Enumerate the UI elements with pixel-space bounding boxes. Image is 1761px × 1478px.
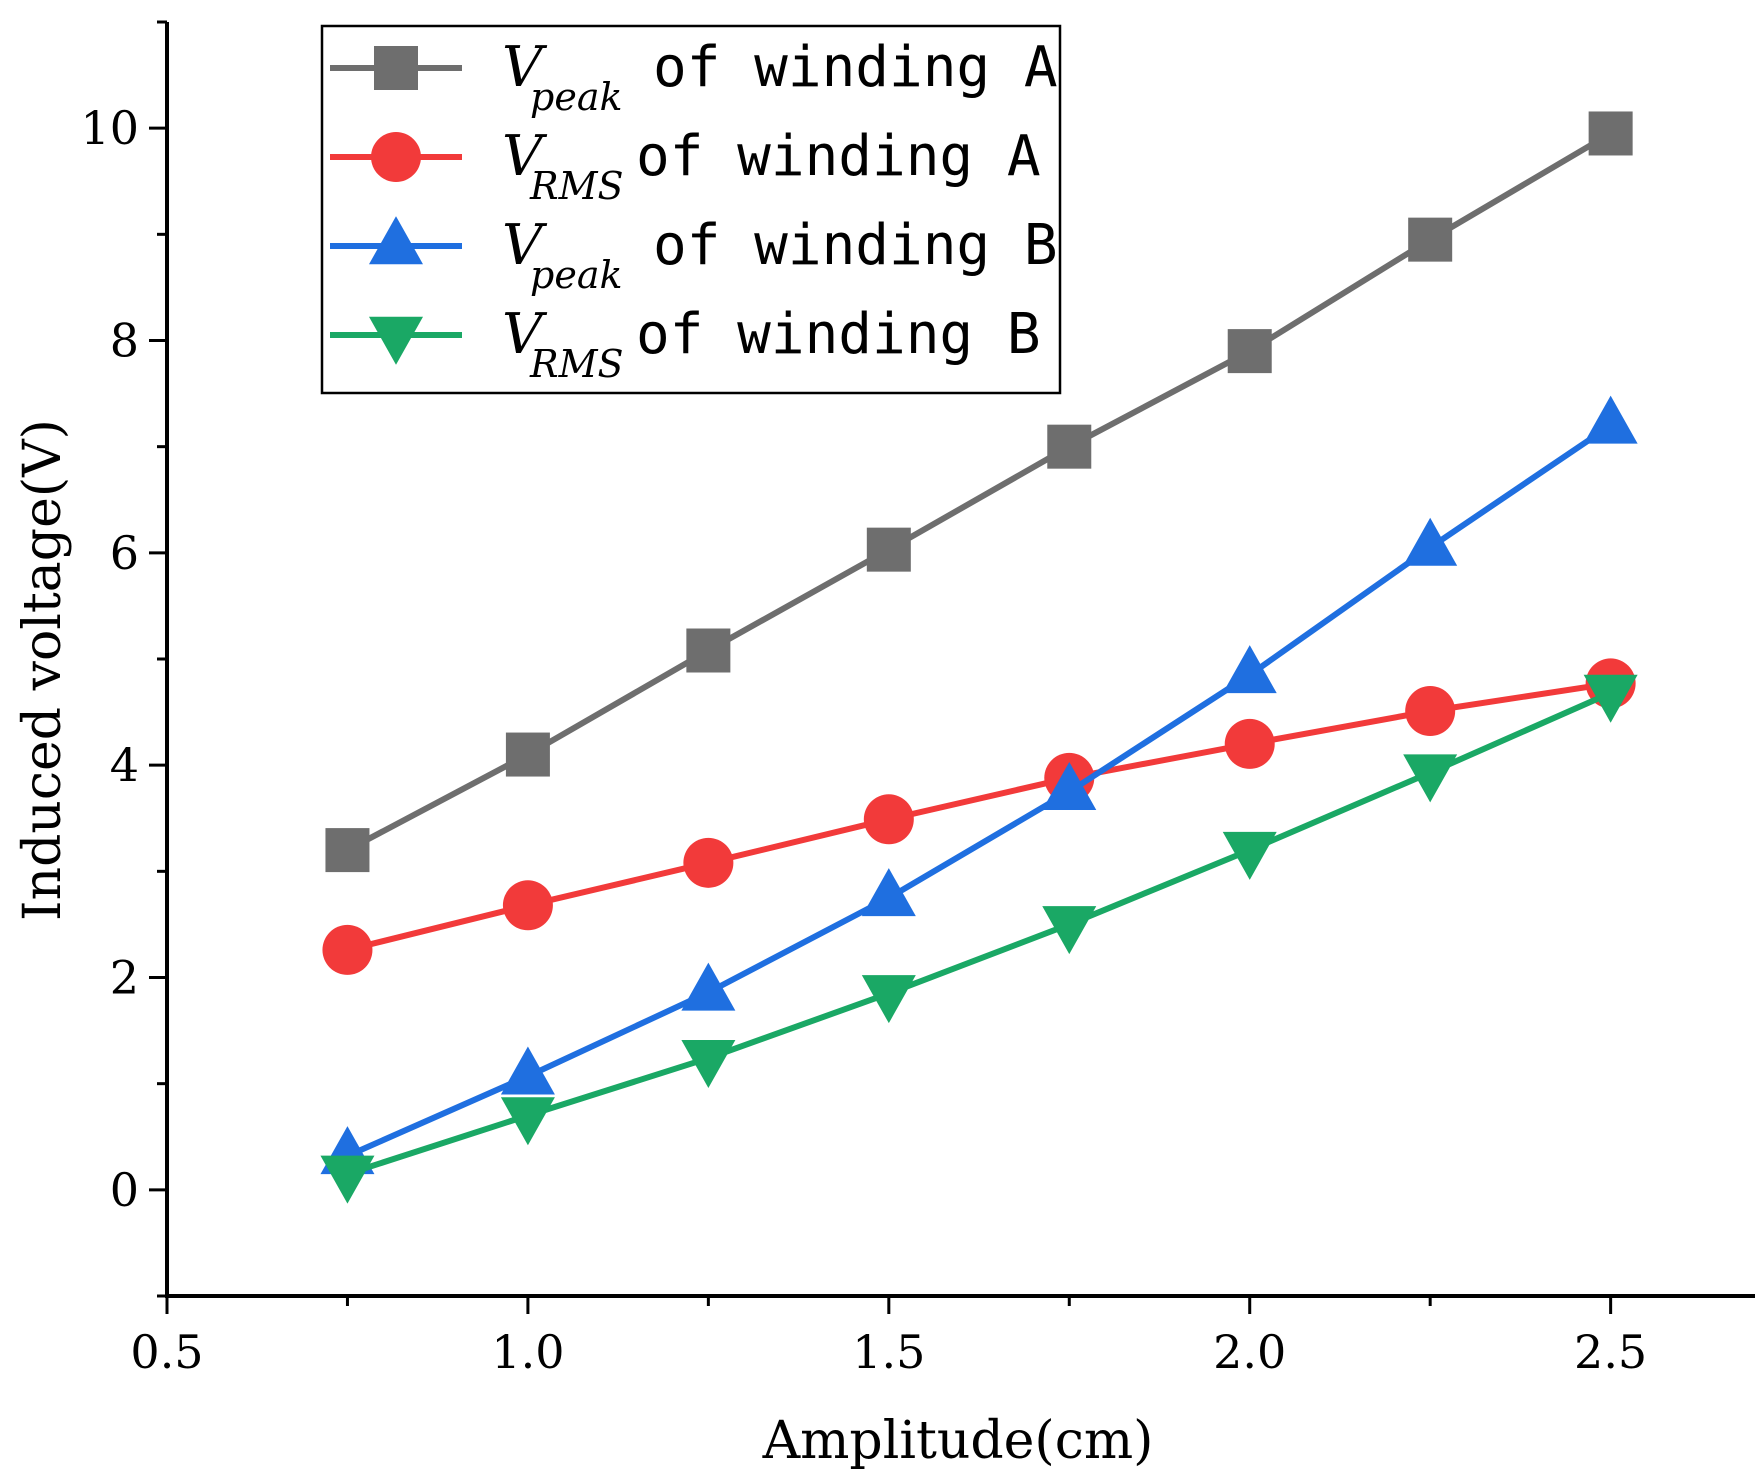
legend-sub: peak (530, 75, 623, 119)
data-point (502, 880, 553, 931)
legend-swatch-marker (369, 316, 423, 365)
x-axis-title: Amplitude(cm) (762, 1411, 1154, 1471)
data-point (1042, 906, 1097, 955)
legend-var: V (502, 35, 548, 100)
data-point (1405, 686, 1456, 737)
y-tick-label: 6 (110, 526, 139, 580)
legend-var: V (502, 124, 548, 189)
data-point (1403, 517, 1458, 566)
data-point (500, 1046, 555, 1095)
data-point (861, 975, 916, 1024)
series-line (346, 130, 1613, 853)
x-ticks: 0.5 1.0 1.5 2.0 2.5 (130, 1296, 1647, 1379)
data-point (1408, 217, 1453, 262)
legend-frame (320, 24, 1062, 395)
legend-swatch-marker (371, 132, 421, 182)
data-point (1588, 111, 1633, 156)
series-layer (320, 111, 1638, 1204)
data-point (1042, 761, 1097, 810)
y-tick-label: 2 (110, 951, 139, 1005)
x-tick-label: 0.5 (130, 1325, 203, 1379)
data-point (322, 924, 373, 975)
data-point (681, 1039, 736, 1088)
x-tick-label: 1.5 (852, 1325, 925, 1379)
y-tick-label: 4 (110, 738, 139, 792)
data-point (1224, 718, 1275, 769)
y-tick-label: 8 (110, 314, 139, 368)
legend-label: of winding A (653, 35, 1058, 100)
series-1 (325, 111, 1633, 873)
legend-sub: RMS (529, 164, 624, 208)
data-point (325, 828, 370, 873)
legend-swatch-marker (374, 46, 418, 90)
legend-var: V (502, 302, 548, 367)
x-tick-label: 2.0 (1213, 1325, 1286, 1379)
data-point (500, 1097, 555, 1146)
data-point (320, 1155, 375, 1204)
legend-label: of winding B (653, 213, 1058, 278)
y-tick-label: 10 (80, 101, 139, 155)
data-point (1047, 424, 1092, 469)
data-point (1222, 831, 1277, 880)
legend-sub: RMS (529, 342, 624, 386)
y-ticks: 0 2 4 6 8 10 (80, 20, 167, 1298)
series-line (346, 680, 1612, 953)
series-2 (322, 658, 1636, 975)
data-point (1227, 329, 1272, 374)
data-point (866, 527, 911, 572)
series-line (346, 422, 1613, 1159)
data-point (863, 794, 914, 845)
data-point (681, 962, 736, 1011)
x-tick-label: 2.5 (1574, 1325, 1647, 1379)
series-line (346, 690, 1612, 1177)
series-3 (320, 395, 1638, 1175)
x-tick-label: 1.0 (491, 1325, 564, 1379)
y-axis-title: Induced voltage(V) (13, 419, 73, 921)
data-point (1583, 674, 1638, 723)
legend-sub: peak (530, 253, 623, 297)
series-4 (320, 674, 1638, 1204)
data-point (505, 732, 550, 777)
data-point (861, 868, 916, 917)
data-point (686, 628, 731, 673)
legend-var: V (502, 213, 548, 278)
legend-label: of winding A (636, 124, 1041, 189)
data-point (1222, 645, 1277, 694)
legend-label: of winding B (636, 302, 1041, 367)
data-point (1583, 395, 1638, 444)
legend-swatch-marker (369, 216, 423, 265)
data-point (1403, 754, 1458, 803)
data-point (683, 837, 734, 888)
y-tick-label: 0 (110, 1163, 139, 1217)
